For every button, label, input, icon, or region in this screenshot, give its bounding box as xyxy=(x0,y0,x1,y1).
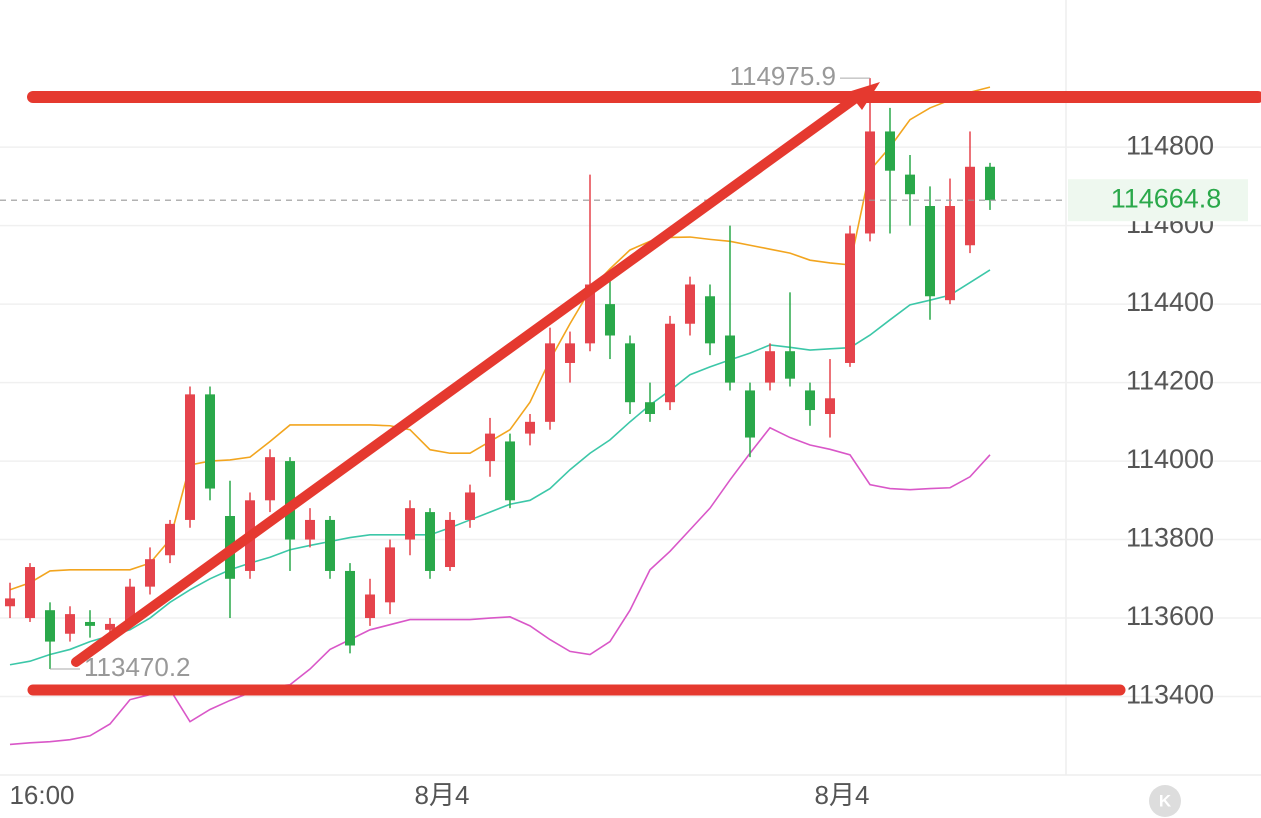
candle-body xyxy=(545,343,555,422)
y-tick-label: 114000 xyxy=(1126,444,1214,474)
candle-body xyxy=(445,519,455,568)
annotations xyxy=(27,82,1261,696)
candle-body xyxy=(965,166,975,246)
candle-body xyxy=(85,621,95,626)
trend-arrow xyxy=(71,90,865,667)
candle-body xyxy=(325,519,335,571)
candle-body xyxy=(405,508,415,540)
candle-body xyxy=(185,394,195,520)
x-tick-label: 8月4 xyxy=(415,780,470,810)
y-tick-label: 114400 xyxy=(1126,287,1214,317)
candle-body xyxy=(525,421,535,434)
band-line xyxy=(9,269,991,666)
plot-layer: 113400 113600 113800 114000 114200 114400 1146… xyxy=(0,61,1261,810)
candle-body xyxy=(25,567,35,619)
candle-body xyxy=(465,492,475,520)
x-tick-label: 8月4 xyxy=(815,780,870,810)
band-line xyxy=(9,86,991,591)
candle-body xyxy=(705,296,715,344)
candle-body xyxy=(865,131,875,234)
last-price-box xyxy=(1068,179,1248,222)
candle-body xyxy=(5,598,15,607)
candle-body xyxy=(745,390,755,438)
last-price-label: 114664.8 xyxy=(1111,183,1222,213)
min-label: 113470.2 xyxy=(84,652,191,682)
candle-body xyxy=(985,166,995,201)
candle-body xyxy=(565,343,575,363)
y-tick-label: 114800 xyxy=(1126,130,1214,160)
candle-body xyxy=(45,610,55,642)
y-tick-label: 113600 xyxy=(1126,601,1214,631)
candle-body xyxy=(65,614,75,634)
candle-body xyxy=(625,343,635,403)
candle-body xyxy=(165,523,175,556)
y-tick-label: 113400 xyxy=(1126,680,1214,710)
y-tick-label: 113800 xyxy=(1126,523,1214,553)
candle-body xyxy=(105,623,115,630)
candle-body xyxy=(485,433,495,462)
candle-body xyxy=(205,394,215,489)
candle-body xyxy=(145,559,155,587)
candle-body xyxy=(585,284,595,344)
candle-body xyxy=(365,594,375,619)
candle-body xyxy=(645,402,655,414)
candle-body xyxy=(765,351,775,383)
candle-body xyxy=(605,304,615,336)
candle-body xyxy=(825,398,835,414)
candle-body xyxy=(665,323,675,403)
candle-body xyxy=(385,547,395,603)
candle-body xyxy=(805,390,815,411)
candle-body xyxy=(125,586,135,622)
candle-body xyxy=(345,570,355,646)
candle-body xyxy=(685,284,695,324)
candle-body xyxy=(285,461,295,540)
candle-body xyxy=(305,519,315,540)
candle-body xyxy=(725,335,735,383)
candle-body xyxy=(905,174,915,195)
logo-badge[interactable] xyxy=(1149,785,1181,817)
logo-text[interactable]: K xyxy=(1159,791,1172,810)
candle-body xyxy=(265,457,275,501)
candle-body xyxy=(945,206,955,301)
candle-body xyxy=(505,441,515,501)
candle-body xyxy=(885,131,895,171)
y-tick-label: 114200 xyxy=(1126,366,1214,396)
candle-body xyxy=(925,206,935,297)
candle-body xyxy=(425,512,435,571)
x-tick-label: 16:00 xyxy=(9,780,74,810)
candle-body xyxy=(845,233,855,363)
arrow-head xyxy=(848,82,880,110)
max-label: 114975.9 xyxy=(729,61,836,91)
candle-body xyxy=(785,351,795,379)
